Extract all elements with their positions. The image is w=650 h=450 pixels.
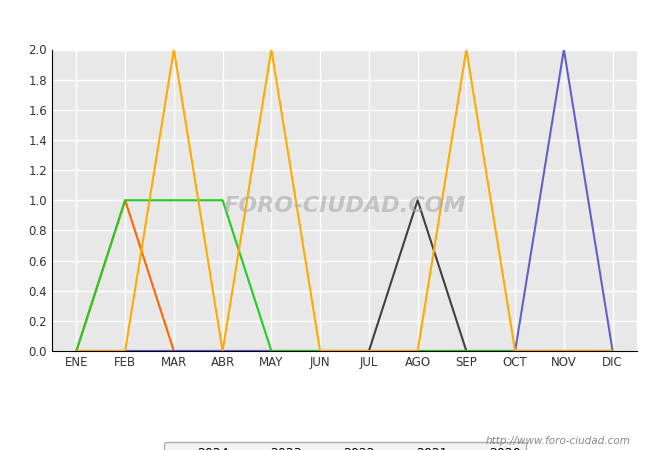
- Legend: 2024, 2023, 2022, 2021, 2020: 2024, 2023, 2022, 2021, 2020: [164, 441, 525, 450]
- Text: FORO-CIUDAD.COM: FORO-CIUDAD.COM: [223, 196, 466, 216]
- Text: http://www.foro-ciudad.com: http://www.foro-ciudad.com: [486, 436, 630, 446]
- Text: Matriculaciones de Vehiculos en Josa i Tuixén: Matriculaciones de Vehiculos en Josa i T…: [138, 10, 512, 28]
